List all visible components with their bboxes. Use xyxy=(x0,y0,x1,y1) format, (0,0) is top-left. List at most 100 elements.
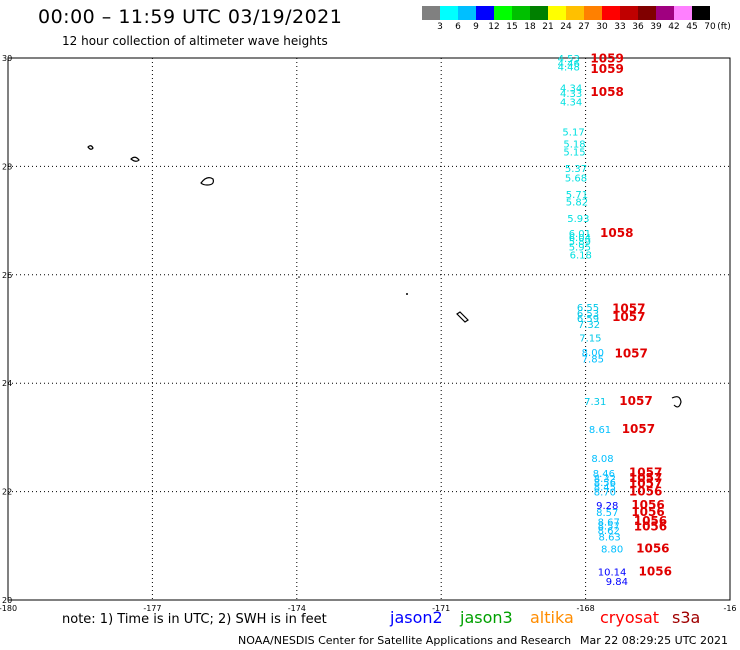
swh-value: 4.33 xyxy=(560,89,582,100)
x-tick-label: -171 xyxy=(432,604,450,613)
island-shape xyxy=(130,156,140,162)
pass-time-label: 1057 xyxy=(614,347,647,361)
pass-time-label: 1057 xyxy=(612,310,645,324)
pass-time-label: 1057 xyxy=(612,302,645,316)
swh-value: 9.28 xyxy=(596,501,618,512)
swh-value: 5.93 xyxy=(567,214,589,225)
axis-ticks: -180 -177 -174 -171 -168 -16 30 28 26 24 22 20 xyxy=(0,54,737,613)
swh-value: 5.95 xyxy=(569,242,591,253)
legend-swatch xyxy=(638,6,656,20)
swh-value: 8.57 xyxy=(596,508,618,519)
swh-value: 4.46 xyxy=(558,59,580,70)
legend-swatch xyxy=(620,6,638,20)
swh-value: 9.84 xyxy=(606,577,628,588)
swh-value: 8.61 xyxy=(589,425,611,436)
y-tick-label: 28 xyxy=(2,162,12,171)
legend-swatch xyxy=(548,6,566,20)
pass-time-label: 1056 xyxy=(634,514,667,528)
island-dot xyxy=(406,293,408,295)
legend-label: 9 xyxy=(473,22,479,32)
swh-value: 5.71 xyxy=(566,190,588,201)
island-shape xyxy=(671,396,682,408)
swh-value: 7.85 xyxy=(582,355,604,366)
x-tick-label: -177 xyxy=(143,604,161,613)
x-tick-label: -174 xyxy=(288,604,306,613)
legend-swatch xyxy=(566,6,584,20)
pass-time-label: 1056 xyxy=(631,505,664,519)
swh-value: 8.70 xyxy=(594,487,616,498)
x-tick-label: -180 xyxy=(0,604,17,613)
swh-value: 4.53 xyxy=(558,54,580,65)
swh-value: 5.37 xyxy=(565,164,587,175)
legend-label: 45 xyxy=(686,22,698,32)
legend-label: 33 xyxy=(614,22,626,32)
map-grid xyxy=(8,58,730,600)
legend-swatch xyxy=(530,6,548,20)
swh-value: 8.56 xyxy=(594,478,616,489)
swh-value: 8.46 xyxy=(593,469,615,480)
y-tick-label: 26 xyxy=(2,271,12,280)
generation-timestamp: Mar 22 08:29:25 UTC 2021 xyxy=(580,634,728,647)
legend-swatch xyxy=(692,6,710,20)
island-dot xyxy=(298,276,300,278)
swh-value: 6.55 xyxy=(577,303,599,314)
legend-swatch xyxy=(512,6,530,20)
x-tick-label: -168 xyxy=(577,604,595,613)
legend-swatch xyxy=(674,6,692,20)
swh-value: 8.67 xyxy=(598,518,620,529)
legend-swatch xyxy=(458,6,476,20)
pass-time-label: 1058 xyxy=(600,226,633,240)
swh-value: 5.15 xyxy=(563,148,585,159)
swh-value: 8.62 xyxy=(598,526,620,537)
swh-value: 8.32 xyxy=(594,474,616,485)
legend-label: 70 xyxy=(704,22,716,32)
legend-label: 36 xyxy=(632,22,644,32)
swh-value: 8.45 xyxy=(594,483,616,494)
swh-value: 8.08 xyxy=(591,454,613,465)
note-text: note: 1) Time is in UTC; 2) SWH is in fe… xyxy=(62,612,327,627)
swh-value: 6.01 xyxy=(569,229,591,240)
swh-value: 7.31 xyxy=(584,397,606,408)
island-shape xyxy=(200,177,214,186)
color-legend xyxy=(422,6,710,20)
swh-value: 5.89 xyxy=(569,237,591,248)
pass-time-label: 1056 xyxy=(636,541,669,555)
swh-value: 7.15 xyxy=(579,333,601,344)
legend-label: 24 xyxy=(560,22,572,32)
legend-label: 30 xyxy=(596,22,608,32)
pass-time-label: 1056 xyxy=(634,520,667,534)
swh-value: 4.34 xyxy=(560,98,582,109)
time-labels: 1059105910581058105710571057105710571057… xyxy=(590,51,672,578)
swh-value: 5.68 xyxy=(565,174,587,185)
swh-value: 6.59 xyxy=(577,314,599,325)
swh-value: 8.57 xyxy=(598,522,620,533)
swh-value: 6.53 xyxy=(577,309,599,320)
pass-time-label: 1056 xyxy=(639,565,672,579)
swh-value: 8.00 xyxy=(582,348,604,359)
pass-time-label: 1056 xyxy=(631,498,664,512)
y-tick-label: 20 xyxy=(2,596,12,605)
pass-time-label: 1057 xyxy=(629,476,662,490)
pass-time-label: 1056 xyxy=(629,484,662,498)
legend-label: 27 xyxy=(578,22,590,32)
swh-value: 5.82 xyxy=(566,197,588,208)
map-subtitle: 12 hour collection of altimeter wave hei… xyxy=(62,34,328,48)
satellite-legend-jason2: jason2 xyxy=(390,608,443,627)
legend-swatch xyxy=(656,6,674,20)
legend-swatch xyxy=(602,6,620,20)
island-outlines xyxy=(87,145,682,408)
map-title: 00:00 – 11:59 UTC 03/19/2021 xyxy=(38,6,343,28)
swh-observations: 4.534.464.48 4.344.334.34 5.175.185.15 5.37… xyxy=(558,54,628,588)
pass-time-label: 1057 xyxy=(629,465,662,479)
legend-swatch xyxy=(584,6,602,20)
y-tick-label: 22 xyxy=(2,488,12,497)
legend-swatch xyxy=(494,6,512,20)
legend-label: 6 xyxy=(455,22,461,32)
swh-value: 6.18 xyxy=(570,251,592,262)
swh-value: 5.17 xyxy=(562,128,584,139)
credit-text: NOAA/NESDIS Center for Satellite Applica… xyxy=(238,634,572,647)
legend-label: 42 xyxy=(668,22,680,32)
map-frame xyxy=(7,57,731,601)
swh-value: 6.04 xyxy=(569,233,591,244)
